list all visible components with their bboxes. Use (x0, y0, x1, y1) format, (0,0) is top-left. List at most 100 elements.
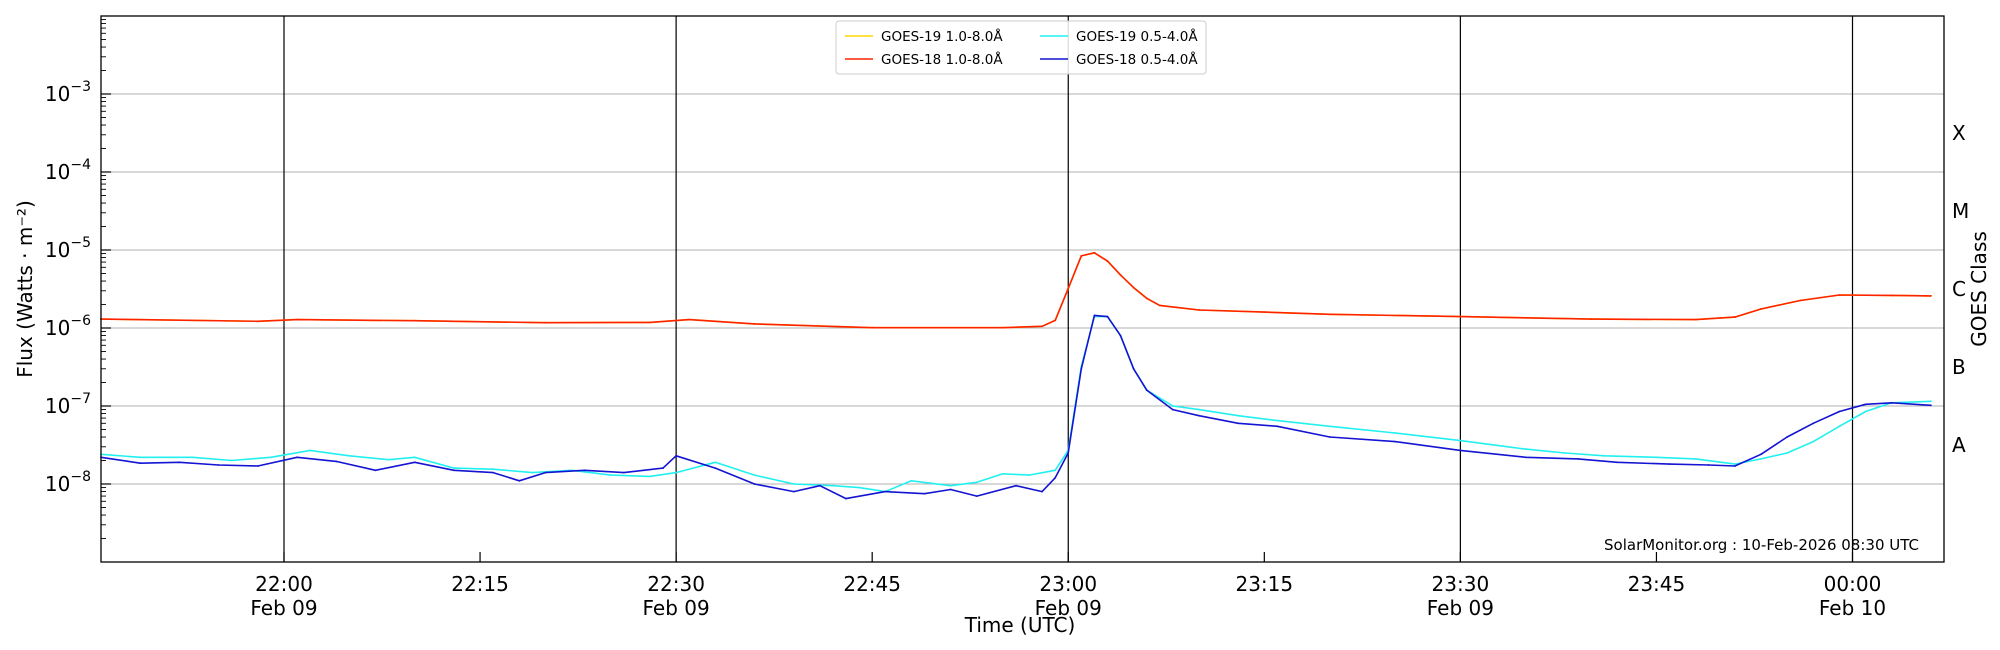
x-tick-label: 23:15 (1235, 572, 1293, 596)
series-line (100, 252, 1931, 329)
series-point (518, 479, 521, 482)
series-point (1028, 474, 1030, 476)
series-point (492, 468, 494, 471)
x-tick-date-label: Feb 09 (1427, 596, 1494, 620)
goes-class-label: X (1952, 121, 1966, 145)
right-axis-title: GOES Class (1967, 231, 1991, 347)
y-tick-label: 10−8 (45, 469, 91, 496)
series-point (1655, 456, 1658, 459)
series-point (544, 321, 547, 324)
series-point (819, 484, 821, 487)
series-point (1328, 425, 1331, 428)
series-point (1041, 490, 1043, 493)
series-point (845, 497, 847, 500)
series-point (1198, 414, 1200, 417)
series-point (1577, 458, 1579, 460)
series-point (688, 318, 691, 321)
series-point (975, 481, 978, 484)
goes-class-label: C (1952, 277, 1966, 301)
series-point (544, 471, 547, 474)
series-point (923, 492, 926, 495)
series-point (1171, 408, 1174, 411)
series-point (1158, 304, 1161, 307)
y-tick-label: 10−3 (45, 79, 91, 106)
series-point (1890, 401, 1893, 404)
legend-box (835, 20, 1207, 75)
series-point (257, 320, 259, 323)
series-point (1015, 484, 1017, 487)
series-point (413, 461, 416, 464)
series-point (753, 323, 756, 325)
series-point (675, 471, 677, 474)
series-point (832, 484, 834, 487)
x-tick-date-label: Feb 09 (250, 596, 317, 620)
series-point (1106, 260, 1109, 262)
series-point (270, 456, 272, 459)
series-point (1067, 452, 1070, 454)
x-tick-label: 00:00 (1824, 572, 1882, 596)
series-point (1734, 465, 1736, 467)
series-point (1812, 440, 1815, 443)
legend: GOES-19 1.0-8.0Å GOES-18 1.0-8.0Å GOES-19 … (835, 20, 1207, 75)
series-point (1054, 476, 1057, 479)
goes-class-label: M (1952, 199, 1969, 223)
series-point (1041, 325, 1043, 328)
series-point (1328, 436, 1331, 438)
x-tick-date-label: Feb 09 (1035, 596, 1102, 620)
series-point (1524, 448, 1527, 450)
series-point (662, 467, 664, 469)
series-point (1760, 458, 1762, 460)
y-tick-label: 10−6 (45, 313, 91, 340)
series-point (1930, 295, 1932, 297)
series-point (1093, 251, 1096, 254)
series-point (1002, 326, 1004, 329)
series-point (714, 467, 717, 469)
series-point (1838, 410, 1841, 413)
series-point (1864, 410, 1867, 413)
series-point (309, 449, 311, 452)
series-point (387, 458, 390, 461)
legend-label: GOES-19 1.0-8.0Å (881, 28, 1003, 45)
series-point (975, 495, 978, 497)
series-point (949, 484, 952, 487)
series-point (1786, 452, 1788, 454)
series-point (1263, 311, 1266, 313)
x-tick-label: 22:00 (255, 572, 313, 596)
series-point (348, 454, 351, 457)
series-point (1145, 297, 1148, 300)
series-point (1002, 472, 1004, 475)
goes-class-label: A (1952, 433, 1966, 457)
series-point (1394, 440, 1396, 443)
x-tick-label: 22:15 (451, 572, 509, 596)
series-point (1054, 319, 1057, 322)
series-point (1734, 316, 1736, 318)
series-point (1930, 400, 1932, 403)
series-point (296, 318, 298, 321)
series-point (1459, 439, 1462, 442)
legend-label: GOES-18 1.0-8.0Å (881, 51, 1003, 68)
series-point (1890, 294, 1893, 297)
series-point (1760, 308, 1762, 310)
series-point (1590, 318, 1592, 320)
series-point (531, 471, 534, 474)
series-point (649, 475, 651, 478)
series-point (1198, 408, 1200, 411)
series-point (1237, 422, 1240, 425)
series-point (1838, 425, 1841, 428)
series-point (1394, 432, 1396, 434)
series-point (1067, 287, 1070, 290)
series-point (453, 467, 455, 469)
legend-label: GOES-18 0.5-4.0Å (1076, 51, 1198, 68)
series-point (1237, 414, 1240, 417)
series-point (622, 471, 625, 474)
y-axis-title: Flux (Watts · m⁻²) (13, 200, 37, 378)
series-point (257, 465, 259, 467)
series-point (1054, 469, 1057, 472)
series-point (949, 488, 952, 491)
series-point (296, 456, 298, 459)
series-point (609, 474, 612, 476)
event-lines (283, 16, 1854, 562)
series-point (191, 456, 194, 459)
